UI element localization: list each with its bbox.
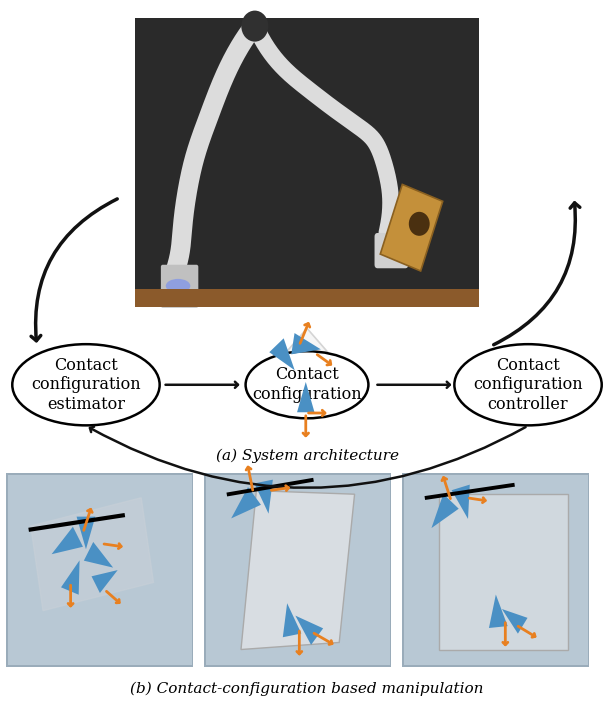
Polygon shape — [270, 338, 295, 370]
Polygon shape — [502, 609, 527, 634]
Ellipse shape — [166, 279, 190, 293]
Bar — [8, 475, 192, 665]
Polygon shape — [380, 184, 443, 271]
Bar — [204, 473, 392, 667]
Polygon shape — [270, 328, 344, 413]
Polygon shape — [291, 333, 321, 354]
Text: Contact
configuration
controller: Contact configuration controller — [473, 357, 583, 413]
Polygon shape — [77, 517, 95, 549]
Polygon shape — [254, 479, 273, 514]
Polygon shape — [283, 603, 301, 638]
Ellipse shape — [246, 351, 368, 418]
Polygon shape — [84, 542, 113, 568]
Text: Contact
configuration: Contact configuration — [252, 366, 362, 403]
Polygon shape — [31, 498, 154, 611]
Polygon shape — [52, 527, 83, 554]
FancyBboxPatch shape — [161, 265, 198, 308]
Ellipse shape — [454, 344, 602, 425]
Bar — [206, 475, 390, 665]
Ellipse shape — [12, 344, 160, 425]
Polygon shape — [241, 491, 355, 650]
Polygon shape — [439, 494, 568, 650]
Bar — [135, 289, 479, 307]
Text: Contact
configuration
estimator: Contact configuration estimator — [31, 357, 141, 413]
Polygon shape — [61, 561, 80, 594]
Circle shape — [241, 11, 268, 42]
Polygon shape — [452, 484, 470, 519]
Polygon shape — [489, 594, 508, 628]
Bar — [404, 475, 588, 665]
Bar — [6, 473, 193, 667]
Polygon shape — [432, 494, 459, 528]
Polygon shape — [297, 382, 314, 412]
Text: (a) System architecture: (a) System architecture — [216, 448, 398, 462]
Polygon shape — [91, 570, 118, 593]
FancyBboxPatch shape — [375, 233, 408, 268]
Circle shape — [409, 212, 430, 236]
Bar — [135, 18, 479, 307]
Text: (b) Contact-configuration based manipulation: (b) Contact-configuration based manipula… — [130, 681, 484, 695]
Bar — [402, 473, 589, 667]
Polygon shape — [295, 616, 323, 645]
Polygon shape — [231, 487, 261, 518]
